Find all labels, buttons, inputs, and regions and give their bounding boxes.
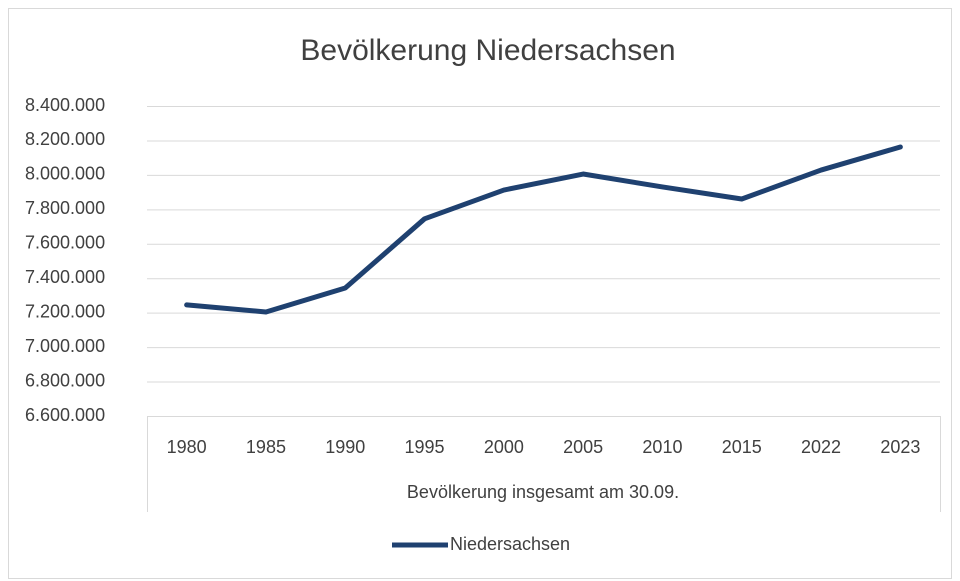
y-tick-label: 8.200.000 bbox=[25, 129, 105, 149]
x-tick-label: 2023 bbox=[880, 437, 920, 457]
x-tick-label: 2015 bbox=[722, 437, 762, 457]
y-tick-label: 7.800.000 bbox=[25, 198, 105, 218]
y-tick-label: 7.200.000 bbox=[25, 301, 105, 321]
y-tick-label: 8.400.000 bbox=[25, 95, 105, 115]
x-tick-label: 2022 bbox=[801, 437, 841, 457]
y-tick-label: 6.600.000 bbox=[25, 405, 105, 425]
y-tick-label: 7.400.000 bbox=[25, 267, 105, 287]
chart-border bbox=[8, 8, 952, 579]
y-tick-label: 6.800.000 bbox=[25, 370, 105, 390]
chart-title: Bevölkerung Niedersachsen bbox=[300, 34, 675, 67]
y-tick-label: 8.000.000 bbox=[25, 164, 105, 184]
x-tick-label: 2000 bbox=[484, 437, 524, 457]
data-line bbox=[184, 144, 903, 315]
x-tick-label: 1990 bbox=[325, 437, 365, 457]
x-tick-label: 1995 bbox=[405, 437, 445, 457]
y-tick-label: 7.000.000 bbox=[25, 336, 105, 356]
y-tick-label: 7.600.000 bbox=[25, 233, 105, 253]
x-axis-label: Bevölkerung insgesamt am 30.09. bbox=[407, 482, 679, 502]
x-tick-label: 2005 bbox=[563, 437, 603, 457]
x-tick-label: 1985 bbox=[246, 437, 286, 457]
legend-label: Niedersachsen bbox=[450, 534, 570, 554]
x-tick-label: 2010 bbox=[642, 437, 682, 457]
x-tick-label: 1980 bbox=[167, 437, 207, 457]
